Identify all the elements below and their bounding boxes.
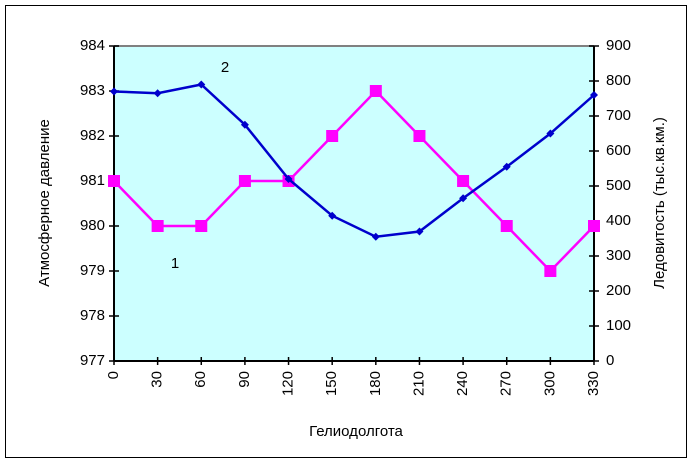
x-tick-label: 180 xyxy=(367,371,384,396)
x-tick-label: 210 xyxy=(410,371,427,396)
point-marker xyxy=(240,120,249,129)
y-tick-label: 978 xyxy=(80,307,105,324)
y2-tick-label: 500 xyxy=(606,177,631,194)
y2-tick-label: 800 xyxy=(606,72,631,89)
point-marker xyxy=(326,130,339,142)
point-marker xyxy=(457,175,470,187)
x-tick-label: 150 xyxy=(323,371,340,396)
y-tick-label: 982 xyxy=(80,127,105,144)
point-marker xyxy=(153,89,162,98)
x-tick-label: 30 xyxy=(149,371,166,388)
y2-tick-label: 600 xyxy=(606,142,631,159)
y2-tick-label: 300 xyxy=(606,247,631,264)
y2-tick-label: 400 xyxy=(606,212,631,229)
point-marker xyxy=(500,220,513,232)
x-axis-title: Гелиодолгота xyxy=(309,423,403,440)
point-marker xyxy=(590,91,598,99)
point-marker xyxy=(110,87,118,96)
x-tick-label: 60 xyxy=(192,371,209,388)
x-tick-label: 90 xyxy=(236,371,253,388)
y2-tick-label: 0 xyxy=(606,352,614,369)
series-annotation: 2 xyxy=(221,59,229,76)
x-tick-label: 270 xyxy=(498,371,515,396)
y2-tick-label: 700 xyxy=(606,107,631,124)
point-marker xyxy=(369,85,382,97)
x-tick-label: 240 xyxy=(454,371,471,396)
x-tick-label: 330 xyxy=(585,371,602,396)
y2-tick-label: 100 xyxy=(606,317,631,334)
series-annotation: 1 xyxy=(171,255,179,272)
point-marker xyxy=(413,130,426,142)
point-marker xyxy=(151,220,164,232)
point-marker xyxy=(415,227,424,236)
point-marker xyxy=(459,194,468,203)
point-marker xyxy=(502,162,511,171)
y-tick-label: 984 xyxy=(80,37,105,54)
y2-axis-title: Ледовитость (тыс.кв.км.) xyxy=(651,117,668,289)
y-axis-title: Атмосферное давление xyxy=(36,119,53,287)
point-marker xyxy=(371,232,380,241)
point-marker xyxy=(238,175,251,187)
x-tick-label: 0 xyxy=(105,371,122,379)
y2-tick-label: 200 xyxy=(606,282,631,299)
x-tick-label: 300 xyxy=(541,371,558,396)
y-tick-label: 977 xyxy=(80,352,105,369)
y-tick-label: 979 xyxy=(80,262,105,279)
point-marker xyxy=(284,175,293,183)
series-line xyxy=(113,83,595,239)
x-tick-label: 120 xyxy=(280,371,297,396)
y-tick-label: 980 xyxy=(80,217,105,234)
point-marker xyxy=(108,175,120,187)
point-marker xyxy=(546,129,555,138)
point-marker xyxy=(328,211,337,220)
y2-tick-label: 900 xyxy=(606,37,631,54)
point-marker xyxy=(544,265,557,277)
series-line xyxy=(113,89,595,273)
y-tick-label: 983 xyxy=(80,82,105,99)
y-tick-label: 981 xyxy=(80,172,105,189)
plot-area xyxy=(114,46,594,361)
point-marker xyxy=(588,220,600,232)
point-marker xyxy=(197,80,206,89)
point-marker xyxy=(195,220,208,232)
